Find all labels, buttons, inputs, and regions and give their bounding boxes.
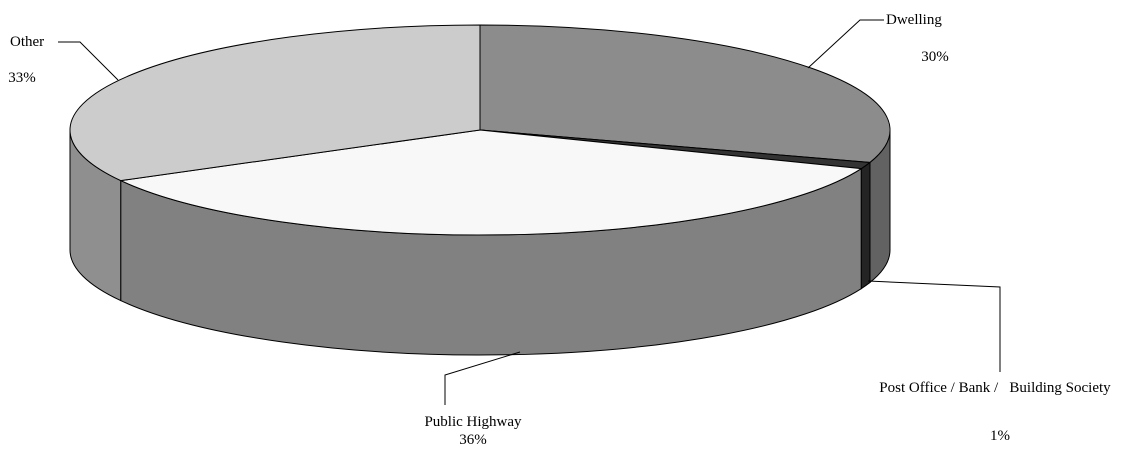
slice-value-label: 1% (990, 428, 1010, 444)
leader-line (807, 19, 884, 69)
leader-line (58, 41, 119, 81)
slice (69, 24, 481, 182)
slice-value-label: 33% (8, 70, 36, 86)
leader-line (444, 351, 521, 405)
slice-value-label: 30% (921, 49, 949, 65)
leader-line (867, 280, 1001, 372)
slice-value-label: 36% (459, 432, 487, 448)
slice (118, 129, 863, 236)
slice-label: Dwelling (886, 12, 942, 28)
slice-label: Public Highway (424, 414, 522, 430)
pie (69, 24, 891, 356)
slice-label: Other (10, 34, 45, 50)
slice-label: Post Office / Bank / Building Society (879, 380, 1111, 396)
slice (479, 24, 891, 163)
leader-lines (58, 19, 1001, 405)
slice-side (860, 161, 871, 290)
